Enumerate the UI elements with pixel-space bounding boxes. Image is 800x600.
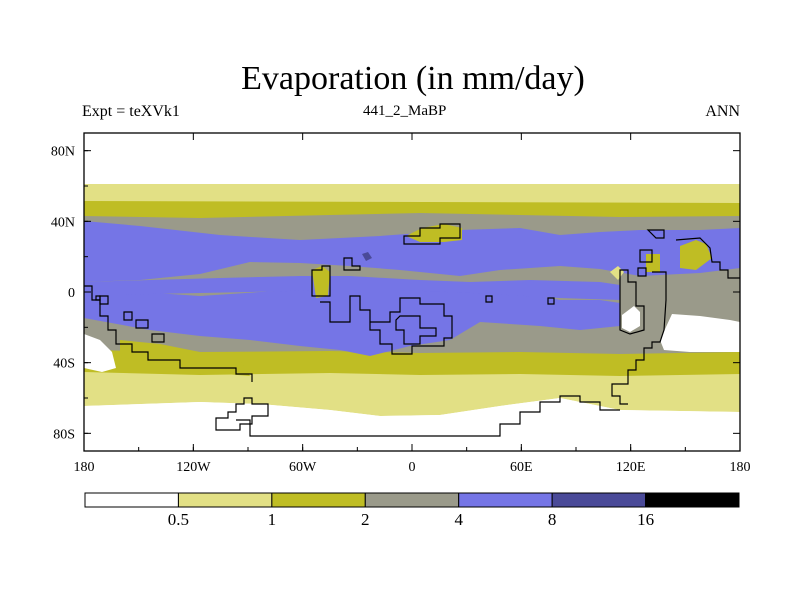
coast-dot-2 — [485, 295, 493, 303]
coast-africa-north — [403, 223, 461, 245]
colorbar-swatch — [271, 492, 366, 508]
colorbar-swatch — [645, 492, 740, 508]
sahel-yellow — [312, 266, 330, 298]
antarctic-white — [84, 398, 740, 451]
colorbar-label: 1 — [268, 510, 277, 529]
south-america-yellow — [120, 340, 250, 376]
southern-pale-band — [84, 372, 740, 416]
coast-dot-1 — [95, 295, 101, 301]
colorbar-swatch — [177, 492, 273, 508]
x-tick-label: 120W — [176, 460, 211, 475]
coast-isle-4 — [151, 333, 165, 343]
colorbar: 0.5 1 2 4 8 16 — [84, 492, 740, 529]
coast-east-small-2 — [639, 249, 653, 263]
colorbar-label: 0.5 — [168, 510, 189, 529]
chart-title: Evaporation (in mm/day) — [241, 60, 585, 97]
coast-isle-3 — [135, 319, 149, 329]
coast-dot-3 — [547, 297, 555, 305]
east-white-patch — [660, 314, 740, 352]
coast-east-continent-2 — [611, 271, 667, 405]
coast-isle-1 — [99, 295, 109, 305]
coast-continent-b — [395, 315, 437, 345]
y-tick-label: 0 — [68, 286, 75, 301]
colorbar-label: 4 — [454, 510, 463, 529]
coast-east-small-3 — [637, 267, 647, 277]
coast-small-b — [343, 257, 361, 271]
indian-white-patch — [622, 306, 640, 332]
colorbar-label: 2 — [361, 510, 370, 529]
asia-yellow — [680, 240, 712, 270]
x-tick-label: 180 — [730, 460, 751, 475]
coast-continent-a — [320, 295, 453, 355]
tropical-blue-link — [84, 276, 620, 300]
season-label: ANN — [705, 103, 740, 120]
coast-isle-2 — [123, 311, 133, 321]
coast-east-small-1 — [646, 229, 665, 239]
map-field — [84, 133, 740, 451]
colorbar-swatch — [364, 492, 460, 508]
colorbar-label: 16 — [637, 510, 654, 529]
coastlines — [84, 223, 740, 437]
x-tick-label: 60W — [289, 460, 317, 475]
x-tick-label: 0 — [409, 460, 416, 475]
x-tick-label: 60E — [510, 460, 533, 475]
coast-antarctica — [215, 395, 620, 437]
experiment-label: Expt = teXVk1 — [82, 103, 180, 120]
y-tick-label: 40N — [51, 215, 75, 230]
axes: 180 120W 60W 0 60E 120E 180 80N 40N 0 40S 80S — [51, 133, 751, 475]
dark-blue-patch — [362, 252, 372, 261]
period-label: 441_2_MaBP — [363, 103, 447, 119]
coast-east-continent — [619, 269, 645, 335]
coast-small-a — [311, 265, 331, 297]
y-tick-label: 80S — [53, 427, 75, 442]
colorbar-swatch — [551, 492, 647, 508]
west-white-patch — [84, 334, 116, 372]
colorbar-swatch — [84, 492, 179, 508]
colorbar-label: 8 — [548, 510, 557, 529]
y-tick-label: 40S — [53, 357, 75, 372]
tropical-blue-south — [84, 287, 620, 356]
tropical-blue-north — [84, 221, 740, 282]
coast-east-ridge — [675, 237, 740, 279]
y-tick-label: 80N — [51, 145, 75, 160]
x-tick-label: 180 — [74, 460, 95, 475]
x-tick-label: 120E — [616, 460, 646, 475]
india-yellow — [646, 254, 660, 272]
colorbar-swatch — [458, 492, 553, 508]
